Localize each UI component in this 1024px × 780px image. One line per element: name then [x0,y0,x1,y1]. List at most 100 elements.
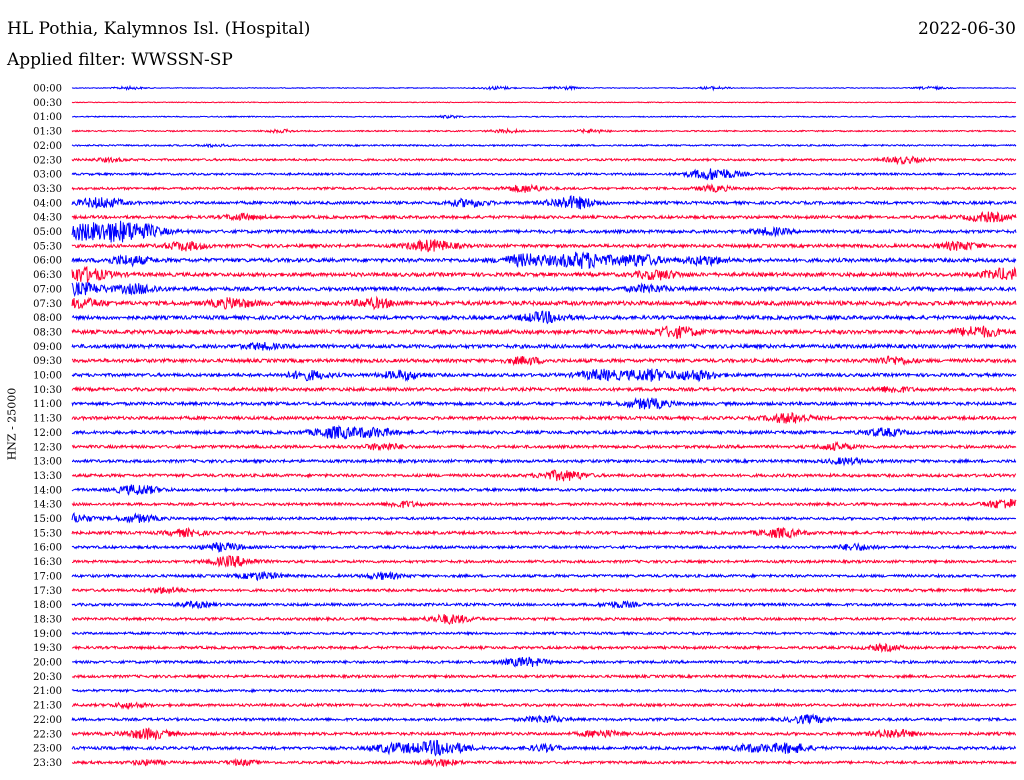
station-title: HL Pothia, Kalymnos Isl. (Hospital) [7,19,311,39]
seismogram-trace [71,281,1017,298]
seismogram-trace [71,673,1017,680]
seismogram-trace [71,127,1017,135]
row-time-label: 13:30 [33,471,62,482]
seismogram-trace [71,599,1017,610]
seismogram-trace [71,484,1017,496]
row-time-label: 00:00 [33,84,62,95]
seismogram-trace [71,385,1017,394]
row-time-label: 01:00 [33,112,62,123]
row-time-label: 02:00 [33,141,62,152]
seismogram-trace [71,143,1017,149]
row-time-label: 20:00 [33,658,62,669]
row-time-label: 05:00 [33,227,62,238]
seismogram-trace [71,310,1017,325]
seismogram-trace [71,656,1017,668]
row-time-label: 03:00 [33,170,62,181]
seismogram-trace [71,701,1017,711]
row-time-label: 04:00 [33,198,62,209]
seismogram-trace [71,440,1017,452]
row-time-label: 22:00 [33,715,62,726]
row-time-label: 15:30 [33,528,62,539]
row-time-label: 12:00 [33,428,62,439]
row-time-label: 14:00 [33,485,62,496]
row-time-label: 11:00 [33,399,62,410]
row-time-label: 08:30 [33,327,62,338]
seismogram-trace [71,251,1017,269]
seismogram-trace [71,84,1017,92]
row-time-label: 21:00 [33,686,62,697]
seismogram-trace [71,456,1017,467]
seismogram-trace [71,727,1017,741]
row-time-label: 15:00 [33,514,62,525]
seismogram-trace [71,739,1017,757]
seismogram-trace [71,554,1017,568]
seismogram-trace [71,713,1017,725]
filter-label: Applied filter: WWSSN-SP [7,50,233,70]
seismogram-trace [71,424,1017,440]
seismogram-trace [71,396,1017,410]
seismogram-trace [71,613,1017,626]
seismogram-trace [71,511,1017,524]
seismogram-trace [71,168,1017,181]
row-time-label: 06:30 [33,270,62,281]
row-time-label: 05:30 [33,241,62,252]
row-time-label: 21:30 [33,701,62,712]
seismogram-trace [71,570,1017,582]
row-time-label: 11:30 [33,414,62,425]
seismogram-trace [71,265,1017,283]
row-time-label: 17:30 [33,586,62,597]
row-time-label: 10:00 [33,371,62,382]
seismogram-trace [71,101,1017,104]
row-time-label: 09:00 [33,342,62,353]
seismogram-trace [71,295,1017,311]
row-time-label: 19:00 [33,629,62,640]
seismogram-trace [71,498,1017,509]
row-time-label: 07:00 [33,284,62,295]
seismogram-trace [71,526,1017,539]
seismogram-trace [71,368,1017,383]
row-time-label: 03:30 [33,184,62,195]
seismogram-trace [71,687,1017,694]
seismogram-trace [71,155,1017,166]
row-time-label: 19:30 [33,643,62,654]
seismogram-trace [71,220,1017,243]
seismogram-trace [71,195,1017,210]
seismogram-trace [71,183,1017,193]
row-time-label: 07:30 [33,299,62,310]
row-time-label: 01:30 [33,127,62,138]
row-time-label: 16:30 [33,557,62,568]
row-time-label: 17:00 [33,571,62,582]
seismogram-trace [71,757,1017,768]
row-time-label: 16:00 [33,543,62,554]
row-time-label: 06:00 [33,256,62,267]
row-time-label: 13:00 [33,457,62,468]
row-time-label: 22:30 [33,729,62,740]
row-time-label: 04:30 [33,213,62,224]
seismogram-trace [71,325,1017,339]
row-time-label: 00:30 [33,98,62,109]
plot-date: 2022-06-30 [917,19,1016,39]
seismogram-trace [71,341,1017,352]
seismogram-trace [71,541,1017,553]
seismogram-trace [71,586,1017,595]
row-time-label: 10:30 [33,385,62,396]
seismogram-trace [71,469,1017,482]
row-time-label: 12:30 [33,442,62,453]
seismogram-trace [71,238,1017,253]
seismogram-trace [71,114,1017,120]
row-time-label: 18:00 [33,600,62,611]
seismogram-trace [71,210,1017,223]
row-time-label: 23:30 [33,758,62,769]
seismogram-trace [71,411,1017,424]
row-time-label: 20:30 [33,672,62,683]
row-time-label: 18:30 [33,614,62,625]
row-time-label: 02:30 [33,155,62,166]
seismogram-trace [71,630,1017,637]
row-time-label: 14:30 [33,500,62,511]
seismogram-trace [71,355,1017,367]
seismogram-trace [71,642,1017,654]
row-time-label: 23:00 [33,744,62,755]
row-time-label: 08:00 [33,313,62,324]
row-time-label: 09:30 [33,356,62,367]
